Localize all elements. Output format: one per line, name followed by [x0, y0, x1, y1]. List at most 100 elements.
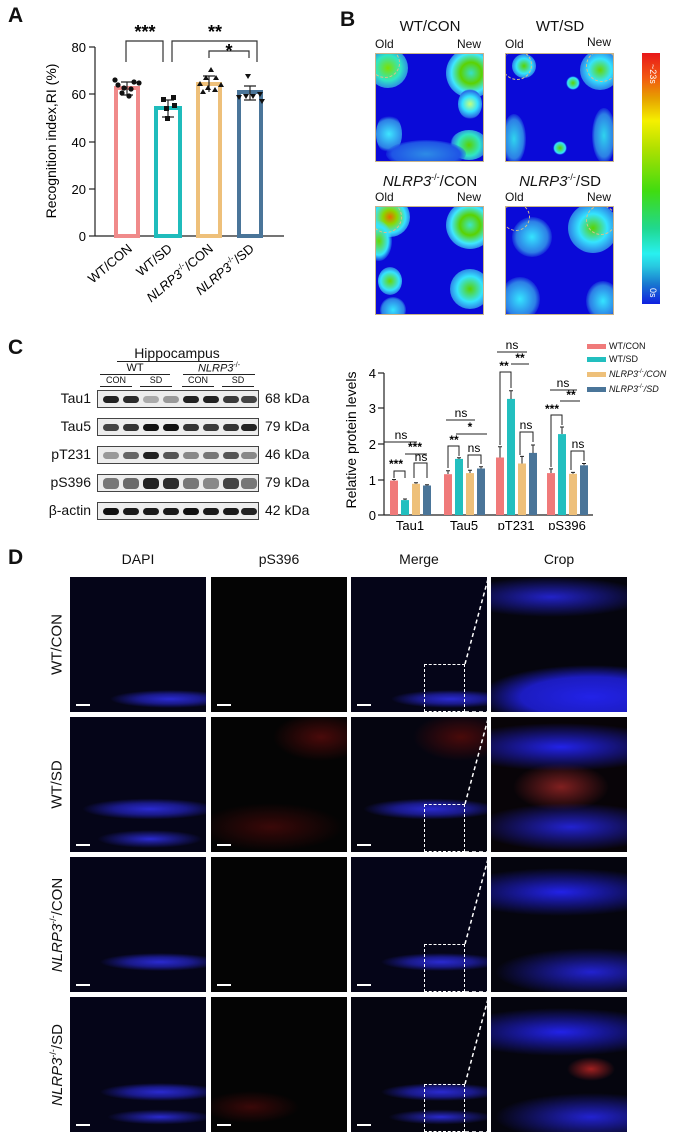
- tissue-label: Hippocampus: [134, 345, 220, 361]
- svg-text:0: 0: [79, 229, 86, 244]
- panel-a-chart: *** ** * 80 60 40 20 0 Recognition index,RI …: [43, 22, 284, 305]
- panel-a-significance: [125, 40, 258, 62]
- panel-c-legend: WT/CON WT/SD NLRP3-/-/CON NLRP3-/-/SD: [587, 340, 666, 396]
- image-merge-wt-con: [351, 577, 487, 712]
- panel-a-letter: A: [8, 4, 24, 27]
- image-crop-wt-sd: [491, 717, 627, 852]
- genotype-label-nlrp3: NLRP3-/-: [197, 362, 241, 375]
- svg-text:**: **: [515, 351, 525, 365]
- condition-underline: [222, 386, 254, 387]
- heatmap-title-nlrp3-con: NLRP3-/-/CON: [382, 172, 478, 190]
- heatmap-nlrp3-con: [375, 206, 484, 315]
- svg-text:Recognition index,RI (%): Recognition index,RI (%): [43, 64, 59, 219]
- image-crop-nlrp3-con: [491, 857, 627, 992]
- heatmap-title-wt-sd: WT/SD: [535, 18, 585, 35]
- kda-beta-actin: 42 kDa: [265, 502, 310, 518]
- image-dapi-nlrp3-con: [70, 857, 206, 992]
- panel-c-chart: Relative protein levels 4 3 2 1 0: [343, 338, 593, 530]
- svg-text:ns: ns: [455, 406, 468, 420]
- panel-a-xlabel-wtcon: WT/CON: [85, 241, 135, 286]
- legend-item-wt-sd: WT/SD: [587, 353, 666, 366]
- svg-text:1: 1: [369, 473, 376, 488]
- svg-text:**: **: [566, 388, 576, 402]
- svg-text:**: **: [449, 433, 459, 447]
- blot-label-pt231: pT231: [51, 446, 91, 462]
- svg-text:0: 0: [369, 508, 376, 523]
- image-dapi-wt-sd: [70, 717, 206, 852]
- kda-tau1: 68 kDa: [265, 390, 310, 406]
- column-header-ps396: pS396: [258, 551, 300, 567]
- svg-text:ns: ns: [506, 338, 519, 352]
- image-merge-wt-sd: [351, 717, 487, 852]
- svg-text:3: 3: [369, 401, 376, 416]
- condition-label: CON: [188, 375, 208, 385]
- crop-region-box: [424, 1084, 465, 1132]
- svg-text:**: **: [499, 359, 509, 373]
- heatmap-title-wt-con: WT/CON: [399, 18, 461, 35]
- image-merge-nlrp3-sd: [351, 997, 487, 1132]
- condition-underline: [100, 386, 132, 387]
- row-header-nlrp3-sd: NLRP3-/-/SD: [48, 1024, 66, 1106]
- image-ps396-nlrp3-sd: [211, 997, 347, 1132]
- condition-underline: [182, 386, 214, 387]
- image-crop-nlrp3-sd: [491, 997, 627, 1132]
- column-header-dapi: DAPI: [121, 551, 155, 567]
- tissue-underline: [117, 361, 233, 362]
- condition-label: CON: [106, 375, 126, 385]
- svg-text:pS396: pS396: [548, 518, 586, 530]
- crop-region-box: [424, 944, 465, 992]
- image-ps396-wt-con: [211, 577, 347, 712]
- heatmap-nlrp3-sd: [505, 206, 614, 315]
- svg-text:4: 4: [369, 366, 376, 381]
- old-object-label: Old: [505, 37, 524, 51]
- blot-label-beta-actin: β-actin: [48, 502, 91, 518]
- blot-tau1: [97, 390, 259, 408]
- row-header-wt-sd: WT/SD: [48, 760, 66, 809]
- svg-text:ns: ns: [572, 437, 585, 451]
- condition-underline: [140, 386, 172, 387]
- image-merge-nlrp3-con: [351, 857, 487, 992]
- heatmap-wt-con: [375, 53, 484, 162]
- svg-text:ns: ns: [557, 376, 570, 390]
- blot-label-tau1: Tau1: [60, 390, 91, 406]
- colorbar-min-label: 0s: [648, 288, 658, 298]
- svg-text:***: ***: [134, 22, 155, 42]
- legend-item-nlrp3-con: NLRP3-/-/CON: [587, 366, 666, 381]
- new-object-label: New: [587, 190, 612, 204]
- svg-text:ns: ns: [520, 418, 533, 432]
- svg-text:80: 80: [72, 40, 86, 55]
- kda-pt231: 46 kDa: [265, 446, 310, 462]
- svg-text:*: *: [225, 41, 232, 61]
- column-header-crop: Crop: [543, 551, 575, 567]
- old-object-label: Old: [505, 190, 524, 204]
- condition-label: SD: [149, 375, 163, 385]
- svg-text:***: ***: [408, 440, 422, 454]
- condition-label: SD: [231, 375, 245, 385]
- image-ps396-nlrp3-con: [211, 857, 347, 992]
- svg-text:60: 60: [72, 87, 86, 102]
- crop-region-box: [424, 804, 465, 852]
- new-object-label: New: [457, 37, 482, 51]
- colorbar-max-label: ~23s: [648, 64, 658, 84]
- blot-pt231: [97, 446, 259, 464]
- heatmap-wt-sd: [505, 53, 614, 162]
- svg-text:2: 2: [369, 437, 376, 452]
- svg-text:40: 40: [72, 135, 86, 150]
- image-crop-wt-con: [491, 577, 627, 712]
- kda-tau5: 79 kDa: [265, 418, 310, 434]
- old-object-label: Old: [375, 190, 394, 204]
- panel-d-letter: D: [8, 546, 24, 569]
- new-object-label: New: [457, 190, 482, 204]
- blot-tau5: [97, 418, 259, 436]
- svg-text:Tau1: Tau1: [396, 518, 424, 530]
- svg-text:**: **: [208, 22, 222, 42]
- image-dapi-wt-con: [70, 577, 206, 712]
- heatmap-title-nlrp3-sd: NLRP3-/-/SD: [519, 172, 601, 190]
- kda-ps396: 79 kDa: [265, 474, 310, 490]
- svg-text:***: ***: [389, 457, 403, 471]
- svg-text:ns: ns: [395, 428, 408, 442]
- genotype-label-wt: WT: [126, 362, 144, 374]
- row-header-nlrp3-con: NLRP3-/-/CON: [48, 877, 66, 973]
- new-object-label: New: [587, 35, 612, 49]
- svg-text:pT231: pT231: [498, 518, 535, 530]
